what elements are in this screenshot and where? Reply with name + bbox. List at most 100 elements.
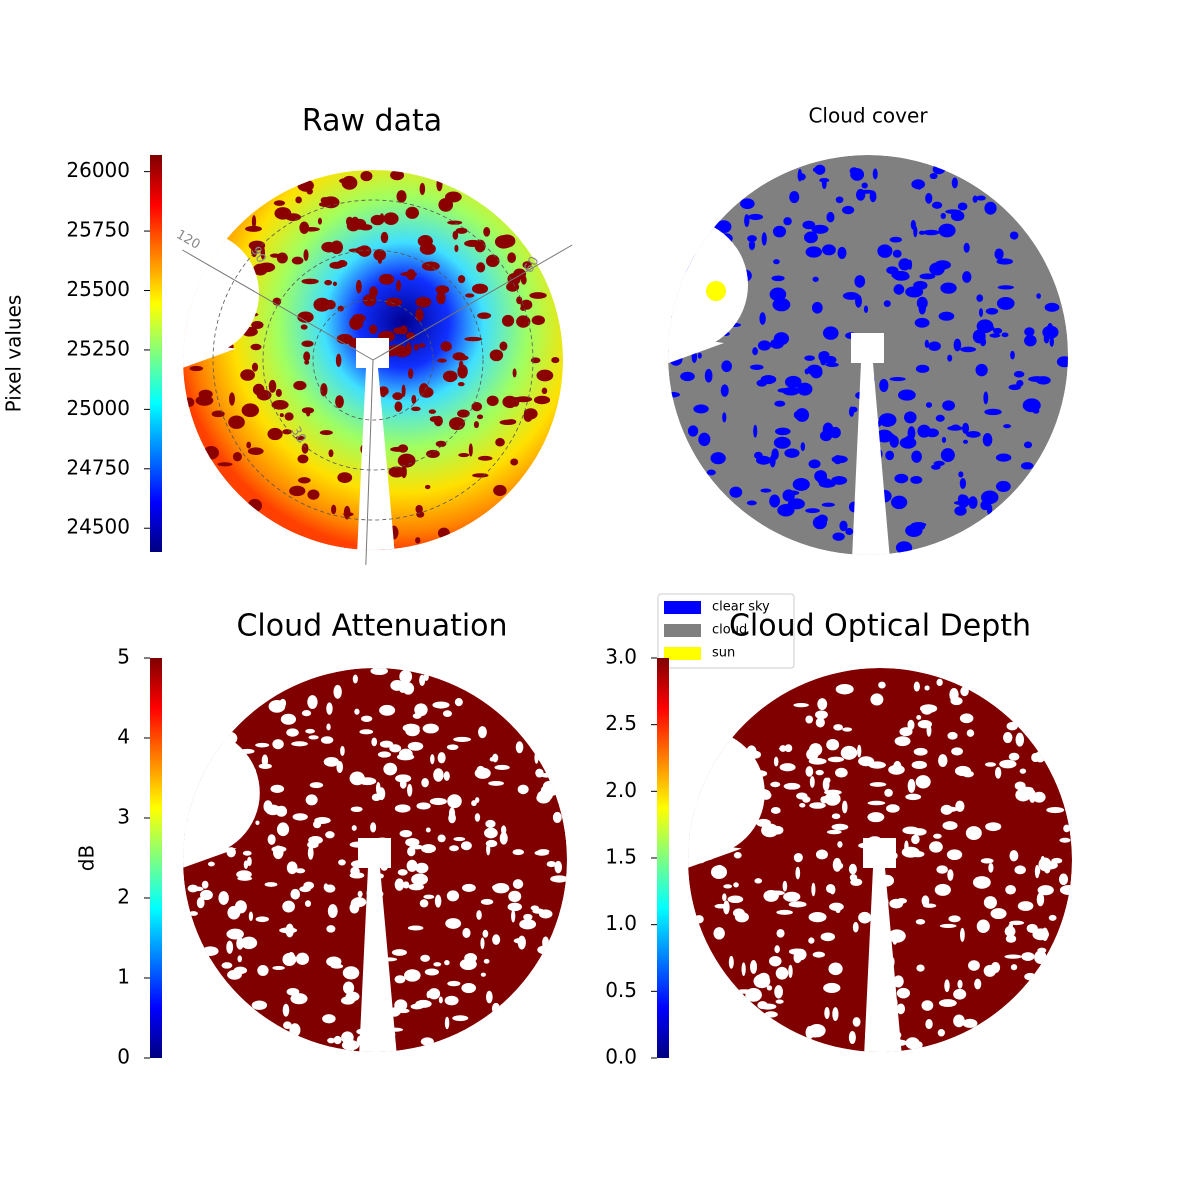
- tick-label: 0.0: [605, 1045, 637, 1069]
- blob: [1021, 952, 1035, 961]
- blob: [842, 727, 853, 732]
- blob: [748, 239, 756, 251]
- blob: [721, 360, 732, 373]
- blob: [1010, 964, 1018, 971]
- blob: [458, 452, 470, 458]
- blob: [552, 811, 562, 824]
- blob: [529, 292, 547, 299]
- blob: [854, 275, 866, 288]
- blob: [517, 784, 529, 795]
- blob: [1056, 356, 1068, 368]
- blob: [416, 802, 431, 810]
- blob: [460, 841, 472, 851]
- blob: [811, 882, 816, 897]
- blob: [523, 913, 533, 921]
- blob: [448, 813, 456, 824]
- blob: [915, 918, 926, 925]
- blob: [226, 940, 234, 954]
- blob: [320, 736, 334, 744]
- blob: [1059, 837, 1071, 843]
- blob: [282, 952, 297, 967]
- mask-wedge: [864, 868, 902, 1052]
- blob: [207, 861, 215, 867]
- blob: [241, 403, 260, 418]
- blob: [242, 850, 252, 856]
- blob: [291, 256, 304, 265]
- blob: [251, 320, 264, 330]
- blob: [995, 453, 1012, 462]
- blob: [476, 262, 484, 271]
- blob: [905, 1037, 920, 1050]
- blob: [423, 894, 435, 900]
- tick-label: 3.0: [605, 645, 637, 669]
- blob: [308, 735, 319, 740]
- blob: [446, 890, 460, 902]
- blob: [446, 744, 459, 751]
- blob: [200, 889, 213, 901]
- blob: [759, 1003, 777, 1010]
- blob: [326, 702, 333, 715]
- blob: [822, 326, 839, 340]
- blob: [836, 862, 844, 870]
- blob: [935, 414, 945, 422]
- blob: [236, 870, 252, 879]
- blob: [452, 230, 459, 240]
- blob: [324, 279, 333, 286]
- blob: [808, 911, 827, 923]
- legend-swatch: [664, 601, 701, 614]
- mask-center: [863, 838, 896, 868]
- blob: [988, 862, 994, 873]
- blob: [933, 460, 945, 467]
- blob: [996, 258, 1014, 265]
- blob: [510, 458, 519, 466]
- blob: [392, 392, 403, 401]
- blob: [452, 352, 466, 361]
- blob: [541, 387, 548, 395]
- blob: [457, 364, 468, 379]
- blob: [282, 900, 295, 913]
- blob: [976, 919, 990, 933]
- blob: [436, 291, 446, 305]
- blob: [360, 715, 373, 722]
- blob: [413, 344, 419, 351]
- blob: [532, 908, 545, 914]
- blob: [808, 757, 827, 765]
- blob: [476, 414, 484, 420]
- blob: [550, 875, 567, 883]
- blob: [763, 889, 779, 902]
- blob: [693, 404, 709, 414]
- blob: [875, 429, 894, 443]
- blob: [774, 985, 783, 999]
- blob: [399, 669, 413, 684]
- blob: [821, 502, 835, 507]
- blob: [921, 895, 930, 907]
- blob: [782, 880, 788, 892]
- blob: [247, 498, 263, 513]
- blob: [295, 868, 306, 874]
- blob: [305, 794, 318, 806]
- blob: [457, 382, 465, 387]
- blob: [831, 455, 848, 464]
- blob: [783, 891, 801, 902]
- blob: [411, 873, 428, 886]
- blob: [320, 383, 328, 397]
- blob: [483, 226, 491, 237]
- blob: [438, 198, 454, 212]
- blob: [520, 299, 533, 310]
- blob: [411, 406, 421, 412]
- blob: [371, 793, 381, 802]
- blob: [962, 439, 969, 444]
- blob: [424, 484, 431, 490]
- blob: [286, 728, 299, 737]
- blob: [710, 865, 728, 879]
- blob: [829, 902, 844, 911]
- blob: [435, 285, 450, 294]
- blob: [258, 763, 272, 769]
- blob: [680, 371, 695, 382]
- blob: [809, 776, 815, 788]
- blob: [1020, 462, 1034, 470]
- tick-label: 25000: [66, 396, 130, 420]
- blob: [189, 365, 204, 372]
- blob: [326, 723, 331, 731]
- blob: [385, 297, 403, 307]
